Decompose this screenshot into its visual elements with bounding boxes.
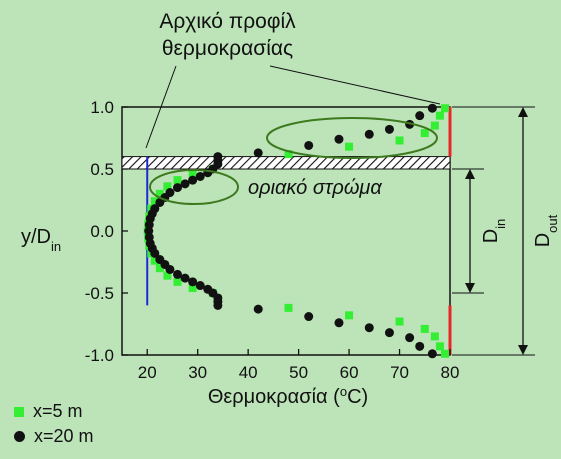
data-point-x20 [180, 179, 190, 189]
data-point-x20 [427, 103, 437, 113]
d-out-label: Dout [532, 214, 560, 247]
x-tick-label: 30 [188, 363, 207, 382]
boundary-layer-ellipse-right [266, 117, 438, 159]
legend-label-x5: x=5 m [33, 401, 83, 421]
data-point-x20 [304, 140, 314, 150]
data-point-x5 [440, 104, 449, 113]
data-point-x20 [384, 124, 394, 134]
data-point-x5 [345, 311, 354, 320]
data-point-x20 [334, 134, 344, 144]
d-out-arrow-bottom [518, 345, 528, 355]
initial-profile-annotation: Αρχικό προφίλ θερμοκρασίας [120, 8, 335, 62]
y-tick-label: 0.5 [90, 160, 114, 179]
legend-label-x20: x=20 m [34, 426, 94, 446]
data-point-x20 [150, 248, 160, 258]
data-point-x20 [165, 264, 175, 274]
data-point-x5 [395, 317, 404, 326]
data-point-x5 [150, 256, 159, 265]
data-point-x5 [173, 277, 182, 286]
data-point-x5 [163, 271, 172, 280]
annotation-line-1: Αρχικό προφίλ [159, 10, 296, 33]
data-point-x20 [188, 277, 198, 287]
data-point-x5 [188, 284, 197, 293]
data-point-x20 [253, 148, 263, 158]
d-in-arrow-bottom [465, 283, 475, 293]
x-tick-label: 80 [441, 363, 460, 382]
black-circle-marker [14, 431, 25, 442]
data-point-x5 [173, 176, 182, 185]
data-point-x5 [440, 349, 449, 358]
data-point-x5 [188, 169, 197, 178]
data-point-x5 [420, 129, 429, 138]
data-point-x5 [155, 264, 164, 273]
legend-item-x5: x=5 m [14, 401, 83, 422]
data-point-x20 [415, 341, 425, 351]
data-point-x20 [253, 304, 263, 314]
y-tick-label: -0.5 [85, 284, 114, 303]
data-point-x20 [415, 111, 425, 121]
upper-wall-band [121, 156, 451, 170]
boundary-layer-ellipse-left [149, 169, 239, 205]
data-point-x20 [364, 323, 374, 333]
data-point-x5 [430, 332, 439, 341]
data-point-x5 [150, 197, 159, 206]
x-tick-label: 20 [138, 363, 157, 382]
y-tick-label: 1.0 [90, 98, 114, 117]
boundary-layer-label: οριακό στρώμα [248, 177, 382, 199]
data-point-x20 [173, 269, 183, 279]
data-point-x5 [163, 182, 172, 191]
data-point-x20 [304, 312, 314, 322]
data-point-x20 [213, 300, 223, 310]
data-point-x20 [427, 349, 437, 359]
data-point-x20 [195, 171, 205, 181]
d-out-arrow-top [518, 107, 528, 117]
data-point-x20 [173, 183, 183, 193]
x-tick-label: 70 [390, 363, 409, 382]
data-point-x5 [155, 189, 164, 198]
data-point-x5 [435, 111, 444, 120]
data-point-x20 [384, 328, 394, 338]
annotation-leader-right [269, 65, 441, 105]
y-axis-label: y/Din [21, 226, 61, 254]
annotation-line-2: θερμοκρασίας [161, 37, 294, 60]
data-point-x5 [284, 150, 293, 159]
data-point-x20 [180, 273, 190, 283]
x-tick-label: 40 [239, 363, 258, 382]
data-point-x5 [435, 342, 444, 351]
x-axis-label: Θερμοκρασία (oC) [208, 384, 368, 409]
x-tick-label: 50 [289, 363, 308, 382]
data-point-x5 [284, 303, 293, 312]
data-point-x20 [195, 281, 205, 291]
legend-item-x20: x=20 m [14, 426, 94, 447]
data-point-x5 [430, 121, 439, 130]
data-point-x20 [155, 197, 165, 207]
data-point-x5 [420, 324, 429, 333]
y-tick-label: -1.0 [85, 346, 114, 365]
data-point-x5 [395, 136, 404, 145]
data-point-x20 [188, 175, 198, 185]
data-point-x20 [405, 333, 415, 343]
x-tick-label: 60 [340, 363, 359, 382]
y-tick-label: 0.0 [90, 222, 114, 241]
d-in-arrow-top [465, 169, 475, 179]
annotation-leader-left [145, 65, 177, 149]
green-square-marker [14, 406, 24, 417]
d-in-label: Din [480, 219, 508, 244]
data-point-x5 [345, 142, 354, 151]
data-point-x20 [364, 129, 374, 139]
data-point-x20 [334, 318, 344, 328]
